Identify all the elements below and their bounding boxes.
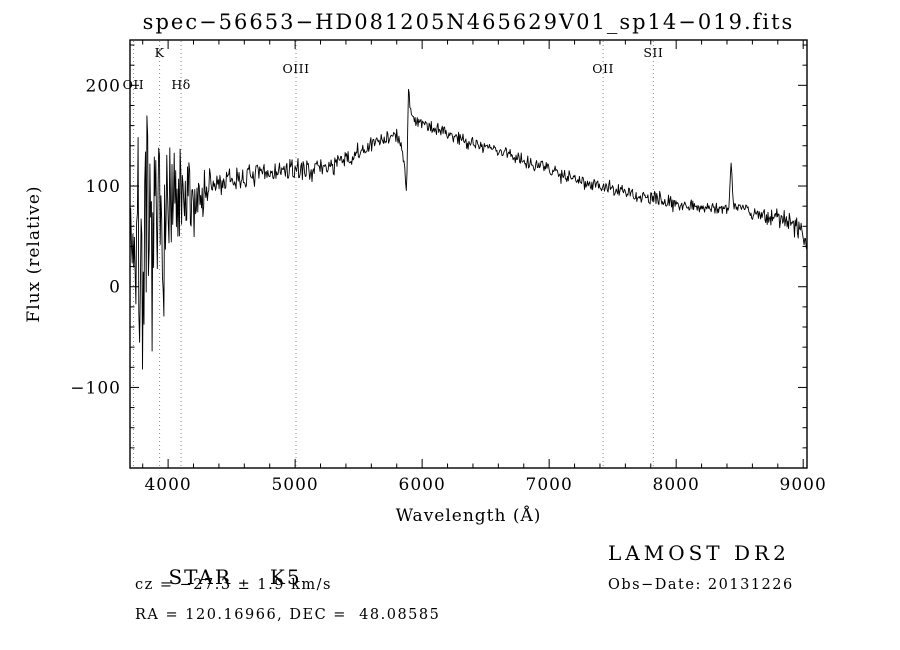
object-category: STAR [168,565,232,589]
marker-label-sii: SII [643,45,663,60]
y-tick-label: 200 [86,76,121,96]
x-axis-label: Wavelength (Å) [395,506,542,526]
coordinates-line: RA = 120.16966, DEC = 48.08585 [135,607,441,623]
axis-ticks [130,40,807,468]
object-subclass: K5 [269,565,302,589]
plot-frame [129,39,808,469]
obs-date-line: Obs−Date: 20131226 [608,577,794,593]
marker-label-oii: OII [592,61,614,76]
marker-label-k: K [155,45,165,60]
spectrum-line [129,88,808,370]
plot-title: spec−56653−HD081205N465629V01_sp14−019.f… [142,10,795,34]
spectrum-plot: OII K Hδ OIII OII SII 4000 5000 6000 7000 8000 9000… [70,39,827,495]
marker-label-oii: OII [123,77,145,92]
marker-label-oiii: OIII [282,61,309,76]
y-tick-label: 100 [86,177,121,197]
radial-velocity-line: cz = −27.3 ± 1.9 km/s [135,577,332,593]
y-tick-label: 0 [109,278,121,298]
x-tick-label: 8000 [653,475,700,495]
line-marker-group: OII K Hδ OIII OII SII [123,41,663,467]
x-tick-label: 6000 [399,475,446,495]
y-axis-label: Flux (relative) [24,185,44,323]
x-tick-label: 4000 [144,475,191,495]
survey-label: LAMOST DR2 [608,541,790,565]
x-tick-label: 5000 [271,475,318,495]
x-tick-label: 7000 [526,475,573,495]
classification-line: STAR K5 [135,541,302,613]
marker-label-hδ: Hδ [171,77,190,92]
y-tick-label: −100 [70,378,121,398]
x-tick-label: 9000 [780,475,827,495]
